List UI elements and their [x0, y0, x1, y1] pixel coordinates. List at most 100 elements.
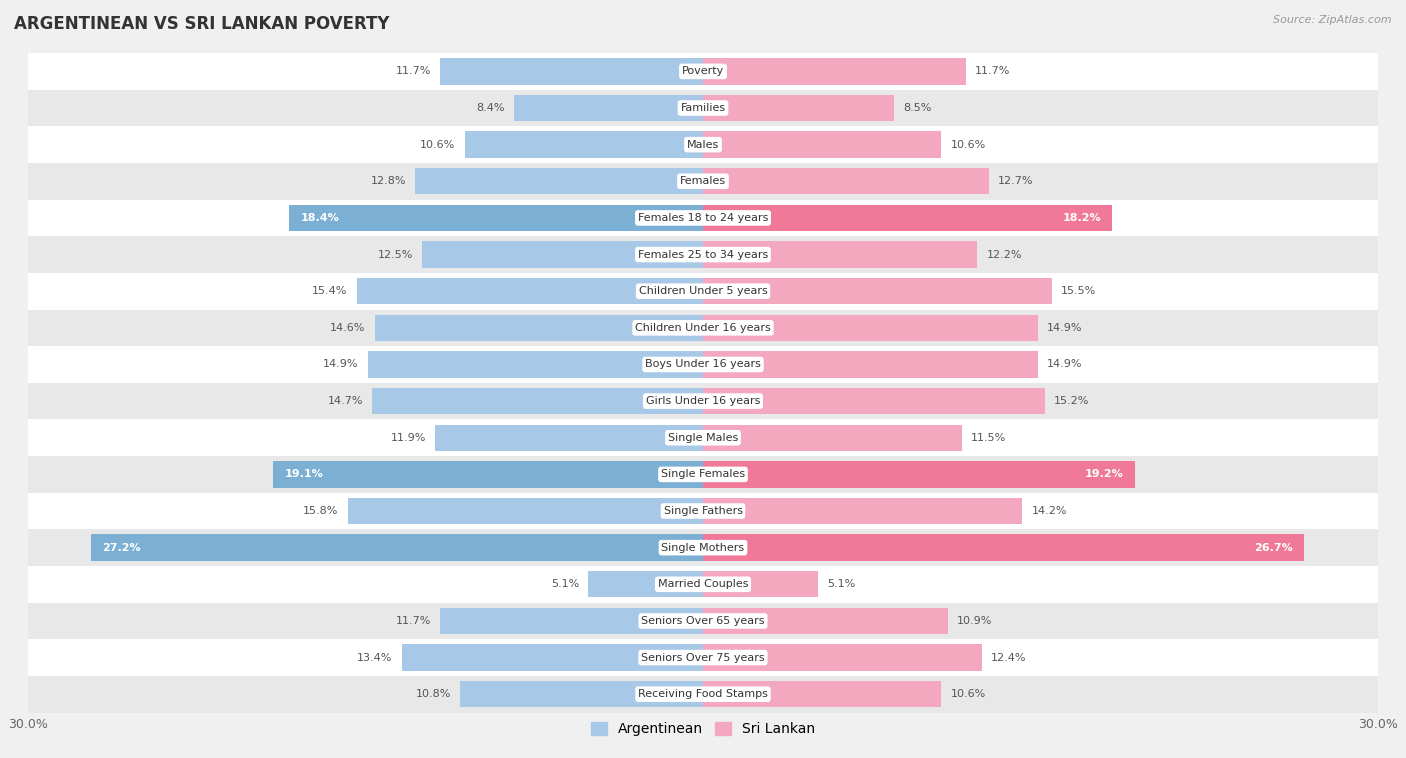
Text: 8.5%: 8.5% — [903, 103, 932, 113]
Text: 27.2%: 27.2% — [103, 543, 141, 553]
Bar — [703, 168, 988, 195]
Text: 19.1%: 19.1% — [284, 469, 323, 479]
FancyBboxPatch shape — [28, 566, 1378, 603]
Text: Single Mothers: Single Mothers — [661, 543, 745, 553]
Text: 10.6%: 10.6% — [950, 139, 986, 149]
Text: 14.2%: 14.2% — [1032, 506, 1067, 516]
Text: 19.2%: 19.2% — [1085, 469, 1123, 479]
Bar — [703, 241, 977, 268]
Text: 15.8%: 15.8% — [304, 506, 339, 516]
FancyBboxPatch shape — [28, 309, 1378, 346]
FancyBboxPatch shape — [28, 529, 1378, 566]
Text: 12.8%: 12.8% — [371, 177, 406, 186]
FancyBboxPatch shape — [28, 199, 1378, 236]
Text: Married Couples: Married Couples — [658, 579, 748, 589]
Bar — [440, 58, 703, 85]
Text: Single Females: Single Females — [661, 469, 745, 479]
Text: 15.5%: 15.5% — [1060, 287, 1095, 296]
Bar — [415, 168, 703, 195]
Text: 10.8%: 10.8% — [416, 689, 451, 699]
FancyBboxPatch shape — [28, 603, 1378, 639]
Legend: Argentinean, Sri Lankan: Argentinean, Sri Lankan — [585, 717, 821, 742]
Bar — [703, 461, 1135, 487]
Bar — [373, 388, 703, 415]
Text: 13.4%: 13.4% — [357, 653, 392, 662]
FancyBboxPatch shape — [28, 236, 1378, 273]
FancyBboxPatch shape — [28, 127, 1378, 163]
Bar — [703, 205, 1112, 231]
Text: Source: ZipAtlas.com: Source: ZipAtlas.com — [1274, 15, 1392, 25]
Text: Children Under 16 years: Children Under 16 years — [636, 323, 770, 333]
Text: 15.2%: 15.2% — [1054, 396, 1090, 406]
Bar — [422, 241, 703, 268]
Text: Families: Families — [681, 103, 725, 113]
Text: Poverty: Poverty — [682, 67, 724, 77]
Text: 14.9%: 14.9% — [1047, 323, 1083, 333]
Bar — [703, 95, 894, 121]
Text: Girls Under 16 years: Girls Under 16 years — [645, 396, 761, 406]
Bar — [460, 681, 703, 707]
Text: 12.5%: 12.5% — [377, 249, 413, 259]
Bar — [91, 534, 703, 561]
Text: Single Males: Single Males — [668, 433, 738, 443]
Bar — [464, 131, 703, 158]
Bar — [703, 534, 1303, 561]
Text: ARGENTINEAN VS SRI LANKAN POVERTY: ARGENTINEAN VS SRI LANKAN POVERTY — [14, 15, 389, 33]
FancyBboxPatch shape — [28, 639, 1378, 676]
FancyBboxPatch shape — [28, 456, 1378, 493]
Text: 18.4%: 18.4% — [301, 213, 339, 223]
FancyBboxPatch shape — [28, 419, 1378, 456]
Text: 11.7%: 11.7% — [395, 67, 430, 77]
Bar — [357, 278, 703, 305]
Text: 11.9%: 11.9% — [391, 433, 426, 443]
Text: 26.7%: 26.7% — [1254, 543, 1292, 553]
Bar — [588, 571, 703, 597]
Text: 12.2%: 12.2% — [987, 249, 1022, 259]
Text: Females: Females — [681, 177, 725, 186]
Text: 14.6%: 14.6% — [330, 323, 366, 333]
Text: Seniors Over 75 years: Seniors Over 75 years — [641, 653, 765, 662]
Bar — [703, 351, 1038, 377]
Bar — [703, 644, 981, 671]
FancyBboxPatch shape — [28, 383, 1378, 419]
Text: 11.7%: 11.7% — [976, 67, 1011, 77]
Bar — [703, 58, 966, 85]
Bar — [703, 571, 818, 597]
Bar — [440, 608, 703, 634]
Bar — [703, 681, 942, 707]
Text: 10.6%: 10.6% — [950, 689, 986, 699]
Bar — [290, 205, 703, 231]
Text: 10.6%: 10.6% — [420, 139, 456, 149]
Bar — [402, 644, 703, 671]
FancyBboxPatch shape — [28, 163, 1378, 199]
FancyBboxPatch shape — [28, 346, 1378, 383]
Text: Females 18 to 24 years: Females 18 to 24 years — [638, 213, 768, 223]
Text: 12.4%: 12.4% — [991, 653, 1026, 662]
Text: Males: Males — [688, 139, 718, 149]
Text: 12.7%: 12.7% — [998, 177, 1033, 186]
Text: Females 25 to 34 years: Females 25 to 34 years — [638, 249, 768, 259]
FancyBboxPatch shape — [28, 676, 1378, 713]
Text: 10.9%: 10.9% — [957, 616, 993, 626]
FancyBboxPatch shape — [28, 53, 1378, 89]
Bar — [703, 388, 1045, 415]
Text: 11.7%: 11.7% — [395, 616, 430, 626]
Text: 5.1%: 5.1% — [551, 579, 579, 589]
Bar — [347, 498, 703, 525]
Bar — [374, 315, 703, 341]
Text: 11.5%: 11.5% — [970, 433, 1005, 443]
Bar — [368, 351, 703, 377]
Bar — [703, 608, 948, 634]
Bar — [703, 278, 1052, 305]
Text: Children Under 5 years: Children Under 5 years — [638, 287, 768, 296]
Text: 15.4%: 15.4% — [312, 287, 347, 296]
Text: 8.4%: 8.4% — [477, 103, 505, 113]
Bar — [703, 498, 1022, 525]
Text: 14.9%: 14.9% — [323, 359, 359, 369]
FancyBboxPatch shape — [28, 493, 1378, 529]
Bar — [703, 131, 942, 158]
Text: Single Fathers: Single Fathers — [664, 506, 742, 516]
Bar — [515, 95, 703, 121]
Bar — [703, 424, 962, 451]
FancyBboxPatch shape — [28, 89, 1378, 127]
